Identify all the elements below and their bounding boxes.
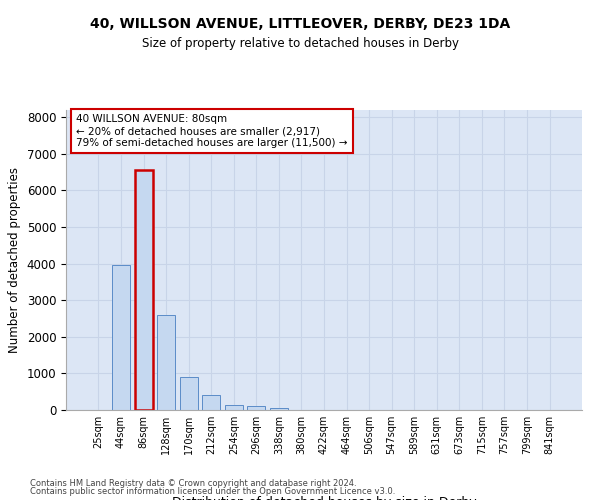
Bar: [134, 170, 152, 410]
Bar: [112, 266, 130, 410]
Bar: [179, 377, 198, 410]
Bar: [202, 396, 220, 410]
Text: Contains public sector information licensed under the Open Government Licence v3: Contains public sector information licen…: [30, 487, 395, 496]
Bar: [225, 404, 243, 410]
Text: 40 WILLSON AVENUE: 80sqm
← 20% of detached houses are smaller (2,917)
79% of sem: 40 WILLSON AVENUE: 80sqm ← 20% of detach…: [76, 114, 348, 148]
Bar: [157, 315, 175, 410]
X-axis label: Distribution of detached houses by size in Derby: Distribution of detached houses by size …: [172, 496, 476, 500]
Y-axis label: Number of detached properties: Number of detached properties: [8, 167, 21, 353]
Text: Contains HM Land Registry data © Crown copyright and database right 2024.: Contains HM Land Registry data © Crown c…: [30, 478, 356, 488]
Bar: [247, 406, 265, 410]
Text: 40, WILLSON AVENUE, LITTLEOVER, DERBY, DE23 1DA: 40, WILLSON AVENUE, LITTLEOVER, DERBY, D…: [90, 18, 510, 32]
Bar: [270, 408, 288, 410]
Text: Size of property relative to detached houses in Derby: Size of property relative to detached ho…: [142, 38, 458, 51]
